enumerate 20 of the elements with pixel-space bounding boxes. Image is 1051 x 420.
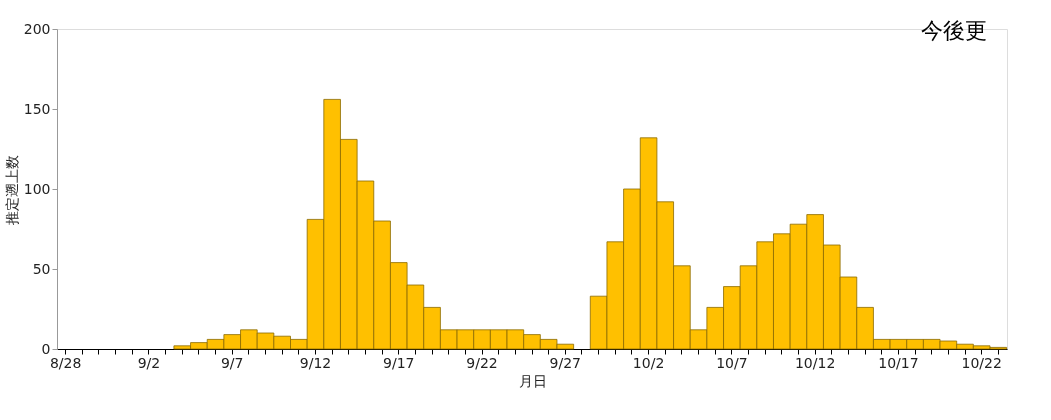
annotation: 今後更 <box>921 18 987 43</box>
x-tick-label: 9/12 <box>299 354 332 371</box>
x-tick-label: 8/28 <box>49 354 82 371</box>
x-tick-label: 10/12 <box>794 354 836 371</box>
x-tick-label: 9/2 <box>137 354 161 371</box>
x-tick-label: 9/7 <box>220 354 244 371</box>
y-tick-label: 150 <box>23 100 51 117</box>
x-tick-label: 9/27 <box>549 354 582 371</box>
y-tick-label: 100 <box>23 180 51 197</box>
x-tick-label: 10/22 <box>961 354 1002 371</box>
y-tick-label: 200 <box>23 20 51 37</box>
x-tick-label: 10/2 <box>632 354 665 371</box>
x-axis-title: 月日 <box>518 372 547 389</box>
x-tick-label: 10/7 <box>716 354 748 371</box>
x-tick-label: 9/22 <box>466 354 498 371</box>
x-tick-label: 9/17 <box>383 354 415 371</box>
x-tick-label: 10/17 <box>878 354 919 371</box>
y-tick-label: 50 <box>32 260 51 277</box>
y-tick-label: 0 <box>41 340 51 357</box>
y-axis-title: 推定遡上数 <box>3 154 20 225</box>
